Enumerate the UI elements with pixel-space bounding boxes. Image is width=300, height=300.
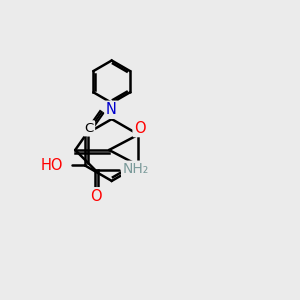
Text: O: O: [90, 189, 101, 204]
Text: C: C: [84, 122, 94, 135]
Text: S: S: [135, 164, 145, 179]
Text: N: N: [106, 102, 117, 117]
Text: NH₂: NH₂: [123, 162, 149, 176]
Text: O: O: [134, 121, 146, 136]
Text: HO: HO: [41, 158, 64, 173]
